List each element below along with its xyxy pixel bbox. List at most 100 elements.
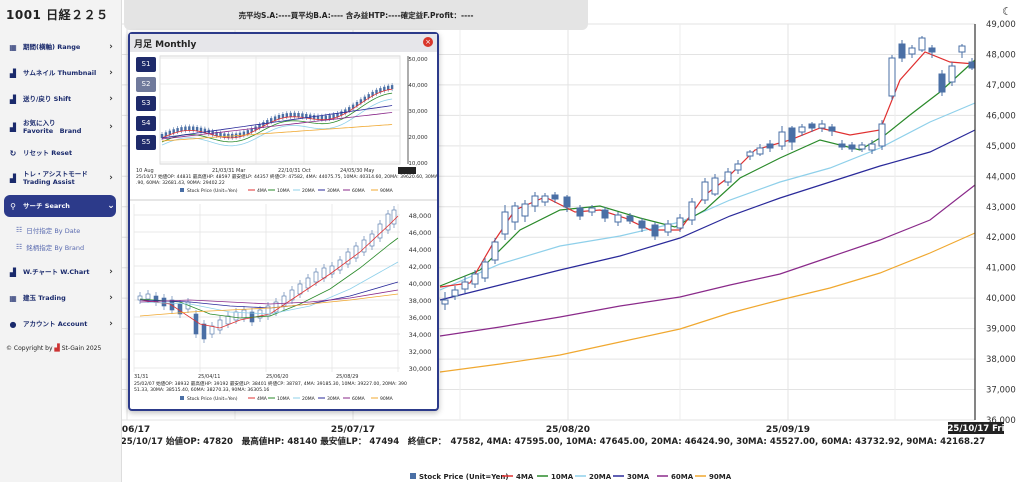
menu-favorite[interactable]: ▟ お気に入り Favorite Brand › [4,114,116,140]
top-candle [223,131,226,140]
s1-button[interactable]: S1 [136,57,156,72]
candle [491,238,499,264]
top-x-tick-label: 22/10/31 Oct [278,168,311,174]
sidebar: 1001 日経２２５ ▦ 期間(横軸) Range › ▟ サムネイル Thum… [0,0,122,482]
bottom-candle [289,286,295,304]
s4-button-lower[interactable]: S4 [136,253,156,268]
menu-thumbnail[interactable]: ▟ サムネイル Thumbnail › [4,62,116,84]
close-icon[interactable]: × [423,37,433,47]
s4-button[interactable]: S4 [136,116,156,131]
candle [638,218,646,232]
bottom-legend-label: 10MA [277,396,291,402]
top-candle [328,113,331,122]
top-candle-body [266,120,269,125]
menu-reset[interactable]: ↻ リセット Reset [4,142,116,164]
top-candle [348,105,351,114]
s3-button-lower[interactable]: S3 [136,234,156,249]
list-icon: ☷ [16,226,23,234]
s3-button[interactable]: S3 [136,96,156,111]
y-tick-label: 49,000 [986,20,1016,30]
top-candle-body [172,129,175,134]
menu-account-label: アカウント Account [23,320,88,328]
s2-button-lower[interactable]: S2 [136,214,156,229]
top-candle-body [258,124,261,129]
candle [958,44,966,58]
s5-button[interactable]: S5 [136,135,156,150]
y-tick-label: 43,000 [986,203,1016,213]
candle-body [958,45,966,53]
menu-shift[interactable]: ▟ 送り/戻り Shift › [4,88,116,110]
monthly-popup[interactable]: 月足 Monthly × S1 S2 S3 S4 S5 S2 S3 S4 S5 … [128,32,439,411]
top-candle [215,129,218,138]
candle-body [766,143,774,149]
top-x-tick-label: 24/05/30 May [340,168,374,174]
top-candle-body [312,115,316,120]
bottom-x-tick-label: 25/06/20 [266,374,288,380]
menu-range[interactable]: ▦ 期間(横軸) Range › [4,36,116,58]
candle-body [441,299,449,305]
top-y-tick-label: 20,000 [408,135,428,141]
top-legend-label: 30MA [327,188,341,194]
s5-button-lower[interactable]: S5 [136,273,156,288]
submenu-by-brand-label: 銘柄指定 By Brand [26,244,85,252]
moon-icon[interactable]: ☾ [1002,5,1012,18]
x-tick-label: 06/17 [122,425,150,435]
top-candle-body [320,115,324,120]
candle [948,62,956,86]
top-candle [184,124,187,133]
top-legend-label: 10MA [277,188,291,194]
top-candle-body [293,112,296,117]
bottom-candle [241,306,247,322]
candle-body [711,177,719,195]
top-candle [383,84,386,93]
menu-search[interactable]: ⚲ サーチ Search ⌄ [4,195,116,217]
x-tick-label: 25/07/17 [331,425,375,435]
y-tick-label: 37,000 [986,386,1016,396]
top-candle-body [215,131,218,136]
candle-body [501,211,509,235]
stgain-logo: ▟ [54,344,60,352]
ohlc-info-text: 25/10/17 始値OP: 47820 最高値HP: 48140 最安値LP：… [121,435,985,447]
menu-wchart[interactable]: ▟ W.チャート W.Chart › [4,261,116,283]
top-candle-body [211,130,214,135]
candle-body [798,126,806,133]
top-candle-body [273,116,277,121]
menu-trading-assist[interactable]: ▟ トレ・アシストモード Trading Assist › [4,166,116,190]
top-candle [363,94,366,103]
menu-trading[interactable]: ▦ 建玉 Trading › [4,287,116,309]
bottom-candle-body [313,271,319,283]
s2-button[interactable]: S2 [136,77,156,92]
menu-wchart-label: W.チャート W.Chart [23,268,90,276]
top-candle-body [285,113,288,118]
y-tick-label: 40,000 [986,294,1016,304]
candle [626,213,634,224]
menu-thumbnail-label: サムネイル Thumbnail [23,69,97,77]
top-candle [262,120,265,129]
candle [471,270,479,288]
candle-body [626,215,634,222]
candle-body [888,57,896,97]
candle [898,40,906,62]
candle [676,214,684,232]
bottom-x-tick-label: 25/08/29 [336,374,358,380]
legend-swatch [410,473,416,479]
trading-icon: ▦ [9,293,17,303]
bottom-y-tick-label: 34,000 [409,331,432,339]
candle-body [908,47,916,55]
x-tick-label: 25/09/19 [766,425,810,435]
top-candle [277,113,281,122]
submenu-by-brand[interactable]: ☷ 銘柄指定 By Brand [16,242,84,252]
top-candle [332,112,335,121]
app-title: 1001 日経２２５ [6,8,109,22]
candle-body [898,43,906,59]
top-candle-body [227,133,230,138]
menu-account[interactable]: ● アカウント Account › [4,313,116,335]
candle-body [471,273,479,285]
top-candle [176,126,179,135]
submenu-by-date[interactable]: ☷ 日付指定 By Date [16,225,80,235]
candle-body [531,195,539,207]
popup-charts[interactable]: 50,000 40,000 30,000 20,000 10,000 10 Aug 21/0… [130,34,437,409]
candle-body [838,143,846,148]
bottom-ma90-line [139,293,399,317]
menu-shift-label: 送り/戻り Shift [23,95,72,103]
